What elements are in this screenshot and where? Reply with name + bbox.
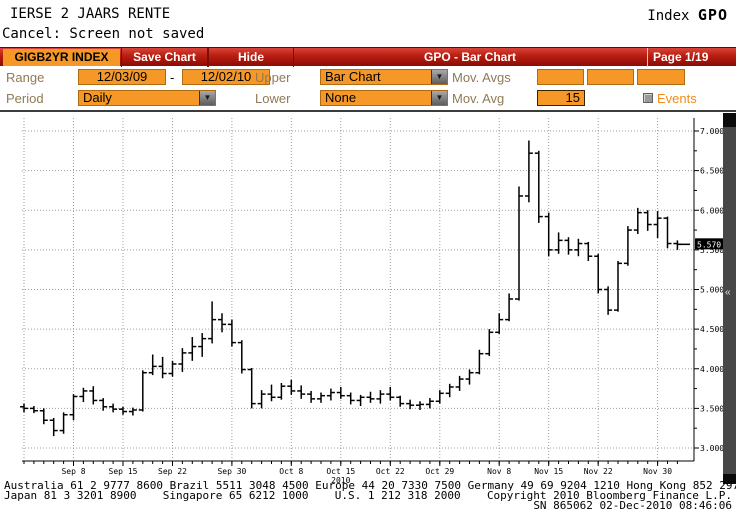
events-label: Events (657, 91, 697, 106)
toolbar-row-1: Range 12/03/09 - 12/02/10 Upper Bar Char… (0, 67, 736, 88)
footer-contact-line-1: Australia 61 2 9777 8600 Brazil 5511 304… (4, 479, 736, 492)
mov-avg-label: Mov. Avg (452, 91, 505, 106)
y-tick-label: 6.500 (700, 167, 724, 176)
y-tick-label: 6.000 (700, 206, 724, 215)
index-label: Index (647, 8, 690, 24)
toolbar-row-2: Period Daily ▼ Lower None ▼ Mov. Avg 15 … (0, 88, 736, 109)
footer-us: U.S. 1 212 318 2000 (334, 489, 461, 502)
footer: Australia 61 2 9777 8600 Brazil 5511 304… (4, 479, 736, 512)
footer-copyright: Copyright 2010 Bloomberg Finance L.P. (486, 489, 732, 502)
footer-serial-timestamp: SN 865062 02-Dec-2010 08:46:06 (533, 499, 732, 512)
upper-chart-type-value: Bar Chart (325, 69, 381, 84)
chart-title: GPO - Bar Chart (423, 50, 516, 64)
period-value: Daily (83, 90, 112, 105)
bar-chart-plot[interactable]: 7.000 6.500 6.000 5.500 5.000 4.500 4.000 3.500… (0, 113, 736, 489)
x-tick-label: Oct 29 (425, 467, 454, 476)
footer-japan: Japan 81 3 3201 8900 (4, 489, 137, 502)
footer-contact-line-2: Japan 81 3 3201 8900 Singapore 65 6212 1… (4, 489, 732, 502)
y-tick-label: 7.000 (700, 127, 724, 136)
x-tick-label: Nov 22 (584, 467, 613, 476)
chevron-down-icon[interactable]: ▼ (431, 91, 447, 105)
upper-chart-type-dropdown[interactable]: Bar Chart ▼ (320, 69, 448, 85)
y-tick-label: 3.500 (700, 404, 724, 413)
hide-button[interactable]: Hide (208, 48, 294, 67)
mov-avg-field-1[interactable] (537, 69, 584, 85)
x-tick-label: Oct 22 (376, 467, 405, 476)
security-ticker-tab[interactable]: GIGB2YR INDEX (3, 49, 120, 66)
range-end-field[interactable]: 12/02/10 (182, 69, 270, 85)
period-label: Period (6, 91, 44, 106)
toolbar-divider (0, 110, 736, 112)
x-year-label: 2010 (331, 476, 350, 485)
last-price-box (695, 238, 723, 250)
lower-chart-type-value: None (325, 90, 357, 105)
last-price-label: 5.570 (697, 240, 721, 249)
index-command-label: Index GPO (647, 6, 728, 24)
x-tick-label: Sep 30 (217, 467, 246, 476)
x-tick-label: Oct 15 (326, 467, 355, 476)
y-tick-label: 5.500 (700, 246, 724, 255)
mov-avg-value-field[interactable]: 15 (537, 90, 585, 106)
chart-scrollbar[interactable]: « (723, 113, 736, 484)
lower-chart-type-dropdown[interactable]: None ▼ (320, 90, 448, 106)
page-title: IERSE 2 JAARS RENTE (10, 6, 171, 22)
range-label: Range (6, 70, 45, 85)
chevron-down-icon[interactable]: ▼ (199, 91, 215, 105)
y-tick-label: 4.000 (700, 365, 724, 374)
chevron-down-icon[interactable]: ▼ (431, 70, 447, 84)
range-start-field[interactable]: 12/03/09 (78, 69, 166, 85)
x-tick-label: Sep 15 (109, 467, 138, 476)
mov-avg-field-2[interactable] (587, 69, 634, 85)
lower-label: Lower (255, 91, 291, 106)
save-chart-button[interactable]: Save Chart (121, 48, 208, 67)
footer-singapore: Singapore 65 6212 1000 (162, 489, 309, 502)
events-checkbox[interactable] (643, 93, 653, 103)
x-tick-label: Sep 8 (61, 467, 85, 476)
y-tick-label: 4.500 (700, 325, 724, 334)
x-tick-label: Nov 8 (487, 467, 511, 476)
y-tick-label: 5.000 (700, 286, 724, 295)
period-dropdown[interactable]: Daily ▼ (78, 90, 216, 106)
y-tick-label: 3.000 (700, 444, 724, 453)
status-message: Cancel: Screen not saved (2, 26, 205, 42)
x-tick-label: Sep 22 (158, 467, 187, 476)
page-indicator[interactable]: Page 1/19 (647, 48, 736, 67)
gpo-command: GPO (697, 6, 728, 24)
mov-avgs-label: Mov. Avgs (452, 70, 511, 85)
chart-title-bar: GIGB2YR INDEX Save Chart Hide GPO - Bar … (0, 47, 736, 67)
x-tick-label: Nov 30 (643, 467, 672, 476)
mov-avg-field-3[interactable] (637, 69, 685, 85)
range-separator: - (170, 70, 175, 85)
upper-label: Upper (255, 70, 291, 85)
x-tick-label: Oct 8 (279, 467, 303, 476)
collapse-panel-icon[interactable]: « (725, 287, 731, 298)
x-tick-label: Nov 15 (534, 467, 563, 476)
